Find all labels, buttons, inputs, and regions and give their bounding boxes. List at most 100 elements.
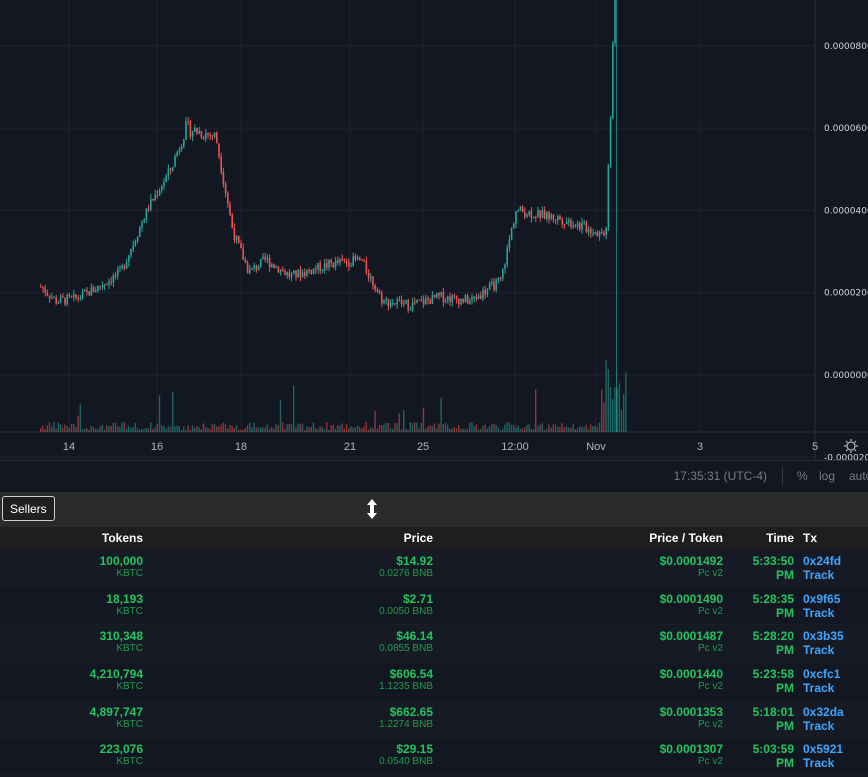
track-link[interactable]: Track bbox=[803, 718, 835, 733]
track-link[interactable]: Track bbox=[803, 756, 835, 771]
candle-body bbox=[484, 289, 486, 295]
price-bnb: 1.2274 BNB bbox=[379, 718, 433, 730]
candle-body bbox=[231, 214, 233, 229]
candle-body bbox=[53, 297, 55, 299]
candle-body bbox=[352, 256, 354, 267]
token-symbol: KBTC bbox=[116, 568, 143, 579]
tx-hash-link[interactable]: 0x32da bbox=[803, 704, 844, 719]
track-link[interactable]: Track bbox=[803, 568, 835, 582]
volume-bar bbox=[44, 429, 46, 432]
candle-body bbox=[596, 232, 599, 236]
tx-hash-link[interactable]: 0x9f65 bbox=[803, 591, 841, 606]
candle-body bbox=[535, 216, 537, 218]
price-per-token-cell: $0.0001353 Pc v2 bbox=[660, 705, 723, 731]
volume-bar bbox=[594, 425, 596, 432]
candle-body bbox=[169, 168, 172, 171]
volume-bar bbox=[539, 424, 541, 432]
volume-bar bbox=[561, 423, 563, 432]
candle-body bbox=[277, 266, 280, 273]
candle-body bbox=[442, 292, 445, 303]
volume-bar bbox=[488, 426, 491, 432]
candlestick-chart[interactable]: 0.00016000.00014000.00012000.00010000.00… bbox=[0, 0, 868, 460]
volume-bar bbox=[475, 424, 477, 432]
track-link[interactable]: Track bbox=[803, 605, 835, 620]
candle-body bbox=[136, 236, 139, 242]
volume-bar bbox=[255, 427, 257, 432]
table-row[interactable]: 310,348 KBTC $46.14 0.0855 BNB $0.0001487 Pc … bbox=[0, 625, 868, 663]
candle-body bbox=[559, 216, 561, 220]
price-chart[interactable]: 0.00016000.00014000.00012000.00010000.00… bbox=[0, 0, 868, 460]
tx-hash-link[interactable]: 0x3b35 bbox=[803, 629, 844, 644]
candle-body bbox=[224, 183, 227, 194]
volume-bar bbox=[612, 398, 614, 432]
volume-bar bbox=[581, 427, 583, 432]
table-row[interactable]: 223,076 KBTC $29.15 0.0540 BNB $0.0001307 Pc … bbox=[0, 738, 868, 776]
table-row[interactable]: 4,897,747 KBTC $662.65 1.2274 BNB $0.0001353… bbox=[0, 700, 868, 739]
candle-body bbox=[42, 286, 44, 289]
track-link[interactable]: Track bbox=[803, 680, 835, 695]
sellers-button[interactable]: Sellers bbox=[2, 496, 55, 521]
candle-body bbox=[499, 277, 502, 279]
volume-bar bbox=[42, 425, 44, 432]
candle-body bbox=[51, 297, 53, 299]
col-header-price[interactable]: Price bbox=[403, 531, 433, 545]
volume-bar bbox=[211, 424, 213, 432]
table-row[interactable]: 100,000 KBTC $14.92 0.0276 BNB $0.0001492 Pc … bbox=[0, 550, 868, 588]
candle-body bbox=[163, 181, 165, 187]
candle-body bbox=[341, 259, 343, 261]
price-usd: $29.15 bbox=[396, 742, 433, 757]
volume-bar bbox=[284, 429, 286, 432]
volume-bar bbox=[213, 423, 216, 432]
log-scale-toggle[interactable]: log bbox=[819, 469, 836, 483]
candle-body bbox=[378, 291, 381, 294]
gear-icon[interactable] bbox=[844, 439, 858, 453]
tx-hash-link[interactable]: 0x5921 bbox=[803, 742, 844, 757]
tx-cell: 0x24fd Track bbox=[803, 554, 841, 582]
vertical-resize-icon[interactable] bbox=[364, 498, 380, 520]
price-per-token: $0.0001492 bbox=[659, 554, 723, 568]
candle-body bbox=[612, 42, 614, 119]
volume-bar bbox=[592, 426, 594, 432]
volume-bar bbox=[345, 424, 348, 432]
percent-scale-toggle[interactable]: % bbox=[797, 469, 808, 483]
volume-bar bbox=[301, 424, 304, 432]
candle-body bbox=[194, 127, 196, 132]
volume-bar bbox=[163, 425, 165, 432]
col-header-tx[interactable]: Tx bbox=[803, 531, 818, 545]
candle-body bbox=[216, 132, 218, 144]
volume-bar bbox=[266, 424, 268, 432]
volume-bar bbox=[321, 426, 323, 432]
candle-body bbox=[106, 284, 108, 286]
col-header-time[interactable]: Time bbox=[766, 531, 794, 545]
candle-body bbox=[543, 210, 546, 220]
volume-bar bbox=[535, 389, 537, 432]
volume-bar bbox=[279, 399, 282, 432]
candle-body bbox=[246, 262, 249, 274]
candle-body bbox=[297, 269, 299, 278]
volume-bar bbox=[541, 423, 543, 432]
tx-hash-link[interactable]: 0xcfc1 bbox=[803, 666, 841, 681]
col-header-price-per-token[interactable]: Price / Token bbox=[649, 531, 723, 545]
candle-body bbox=[594, 232, 596, 234]
volume-bar bbox=[482, 425, 484, 432]
volume-bar bbox=[510, 424, 513, 432]
volume-bar bbox=[433, 423, 436, 432]
candle-body bbox=[152, 198, 154, 201]
table-row[interactable]: 4,210,794 KBTC $606.54 1.1235 BNB $0.0001440… bbox=[0, 662, 868, 701]
volume-bar bbox=[403, 409, 405, 432]
volume-bar bbox=[383, 424, 385, 432]
col-header-tokens[interactable]: Tokens bbox=[101, 531, 143, 545]
candle-body bbox=[99, 285, 101, 287]
candle-body bbox=[422, 299, 425, 304]
volume-bar bbox=[411, 423, 414, 432]
auto-scale-toggle[interactable]: auto bbox=[849, 469, 868, 483]
volume-bar bbox=[506, 422, 508, 432]
candle-body bbox=[264, 256, 266, 260]
candle-body bbox=[174, 156, 176, 168]
track-link[interactable]: Track bbox=[803, 643, 835, 658]
table-row[interactable]: 18,193 KBTC $2.71 0.0050 BNB $0.0001490 Pc v2… bbox=[0, 587, 868, 626]
tx-hash-link[interactable]: 0x24fd bbox=[803, 554, 842, 568]
candle-body bbox=[482, 289, 484, 299]
volume-bar bbox=[453, 427, 455, 432]
volume-bar bbox=[491, 424, 493, 432]
